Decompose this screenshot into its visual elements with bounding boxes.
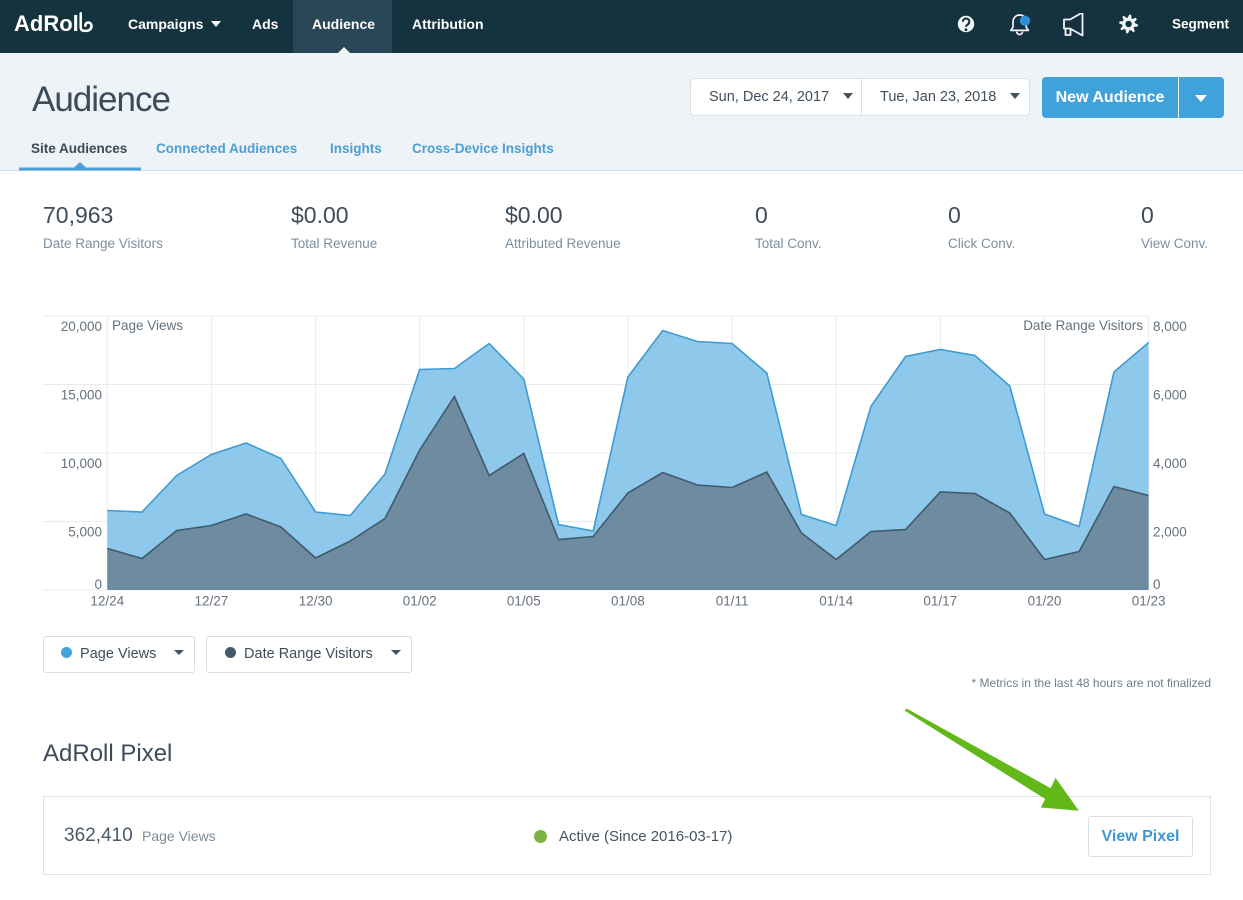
svg-text:01/05: 01/05 [507,594,541,609]
svg-text:0: 0 [94,577,102,592]
svg-text:10,000: 10,000 [61,456,102,471]
svg-text:Segment: Segment [1172,17,1230,32]
svg-text:01/11: 01/11 [716,594,749,609]
svg-text:12/24: 12/24 [90,594,124,609]
svg-text:01/17: 01/17 [923,594,957,609]
svg-text:15,000: 15,000 [61,388,102,403]
svg-text:2,000: 2,000 [1153,525,1187,540]
svg-text:Page Views: Page Views [112,318,183,333]
svg-text:12/27: 12/27 [195,594,229,609]
svg-text:0: 0 [1153,577,1161,592]
svg-text:12/30: 12/30 [299,594,333,609]
svg-text:5,000: 5,000 [68,525,102,540]
svg-text:Date Range Visitors: Date Range Visitors [1023,318,1143,333]
svg-text:4,000: 4,000 [1153,456,1187,471]
svg-text:20,000: 20,000 [61,319,102,334]
svg-text:01/02: 01/02 [403,594,437,609]
svg-text:01/14: 01/14 [819,594,853,609]
svg-text:6,000: 6,000 [1153,388,1187,403]
svg-text:01/20: 01/20 [1028,594,1062,609]
svg-text:01/08: 01/08 [611,594,645,609]
svg-text:01/23: 01/23 [1132,594,1166,609]
svg-text:8,000: 8,000 [1153,319,1187,334]
svg-text:AdRol: AdRol [14,11,79,36]
